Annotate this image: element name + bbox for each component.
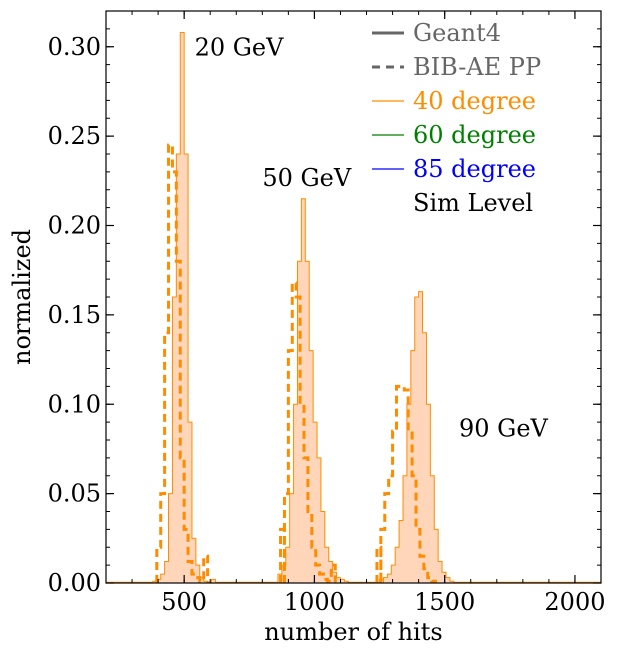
y-tick-label: 0.20 bbox=[48, 212, 101, 240]
series-bib-ae-pp-40-degree-line bbox=[155, 143, 438, 583]
legend-40-degree-label: 40 degree bbox=[413, 87, 536, 115]
annotations: 20 GeV 50 GeV 90 GeV bbox=[195, 34, 549, 443]
legend-85-degree-label: 85 degree bbox=[413, 155, 536, 183]
y-tick-label: 0.15 bbox=[48, 301, 101, 329]
y-tick-label: 0.30 bbox=[48, 33, 101, 61]
axes: 500 1000 1500 2000 0.00 0.05 0.10 0.15 0.20 0.25 0… bbox=[8, 10, 605, 646]
series-geant4-40-degree-fill bbox=[152, 32, 458, 583]
x-tick-label: 1500 bbox=[414, 588, 475, 616]
y-axis-title: normalized bbox=[8, 229, 36, 365]
legend-bib-ae-pp-label: BIB-AE PP bbox=[413, 53, 541, 81]
legend-sim-level-label: Sim Level bbox=[413, 189, 533, 217]
legend-60-degree-label: 60 degree bbox=[413, 121, 536, 149]
series-geant4-40-degree-line bbox=[152, 31, 458, 583]
energy-annotation: 20 GeV bbox=[195, 34, 285, 62]
y-tick-label: 0.25 bbox=[48, 122, 101, 150]
y-tick-label: 0.05 bbox=[48, 480, 101, 508]
x-axis-title: number of hits bbox=[264, 618, 442, 646]
y-tick-label: 0.10 bbox=[48, 390, 101, 418]
x-tick-label: 1000 bbox=[284, 588, 345, 616]
legend-geant4-label: Geant4 bbox=[413, 19, 501, 47]
energy-annotation: 50 GeV bbox=[262, 164, 352, 192]
x-tick-label: 500 bbox=[161, 588, 207, 616]
plot-area bbox=[106, 31, 601, 583]
energy-annotation: 90 GeV bbox=[459, 414, 549, 442]
y-tick-label: 0.00 bbox=[48, 569, 101, 597]
legend: Geant4 BIB-AE PP 40 degree 60 degree 85 degr… bbox=[372, 19, 541, 217]
x-tick-label: 2000 bbox=[544, 588, 605, 616]
